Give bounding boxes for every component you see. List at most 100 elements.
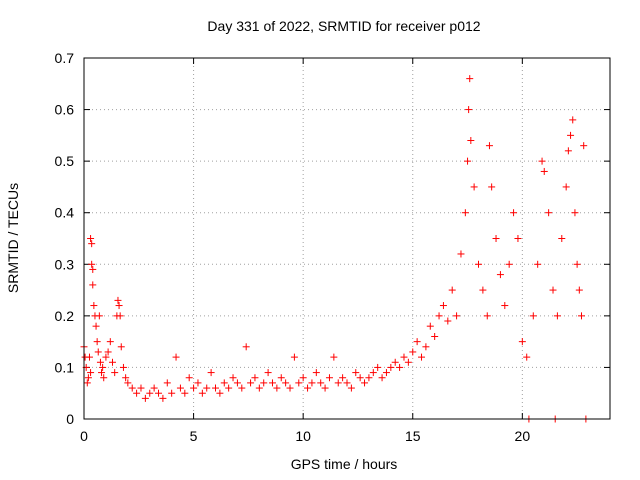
data-point (488, 183, 496, 191)
data-point (352, 369, 360, 377)
data-point (308, 379, 316, 387)
data-point (207, 369, 215, 377)
grid (84, 58, 610, 419)
data-point (190, 384, 198, 392)
data-point (99, 363, 107, 371)
data-point (573, 260, 581, 268)
data-point (94, 348, 102, 356)
x-axis-label: GPS time / hours (291, 456, 398, 472)
data-point (464, 157, 472, 165)
data-point (277, 374, 285, 382)
data-point (439, 302, 447, 310)
data-point (146, 389, 154, 397)
data-point (431, 332, 439, 340)
data-point (467, 137, 475, 145)
data-point (391, 358, 399, 366)
data-point (470, 183, 478, 191)
data-point (492, 235, 500, 242)
y-tick-label: 0.2 (55, 308, 75, 324)
x-tick-label: 20 (515, 428, 531, 444)
data-point (479, 286, 487, 294)
data-point (426, 322, 434, 330)
data-point (534, 260, 542, 268)
data-point (409, 348, 417, 356)
data-point (185, 374, 193, 382)
data-point (233, 379, 241, 387)
data-point (203, 384, 211, 392)
y-tick-label: 0.6 (55, 102, 75, 118)
data-point (114, 296, 122, 304)
data-point (422, 343, 430, 351)
data-point (87, 369, 95, 377)
data-point (98, 369, 106, 377)
data-point (334, 379, 342, 387)
data-point (116, 312, 124, 320)
data-point (418, 353, 426, 361)
y-tick-label: 0 (66, 411, 74, 427)
data-point (475, 260, 482, 268)
data-point (155, 389, 163, 397)
data-point (247, 379, 255, 387)
data-point (141, 394, 149, 402)
data-point (181, 389, 189, 397)
y-tick-label: 0.3 (55, 256, 75, 272)
data-point (485, 142, 493, 150)
data-point (413, 338, 421, 346)
data-point (404, 358, 412, 366)
data-point (220, 379, 228, 387)
data-point (400, 353, 408, 361)
data-point (85, 353, 93, 361)
data-point (564, 147, 572, 155)
data-point (317, 379, 325, 387)
data-point (304, 384, 312, 392)
data-point (510, 209, 518, 217)
data-point (133, 389, 141, 397)
data-point (382, 369, 390, 377)
data-point (137, 384, 145, 392)
data-point (238, 384, 246, 392)
data-point (514, 235, 522, 242)
data-point (108, 358, 116, 366)
data-point (119, 363, 127, 371)
data-point (330, 353, 338, 361)
x-tick-label: 15 (405, 428, 421, 444)
data-point (369, 369, 377, 377)
y-tick-label: 0.5 (55, 153, 75, 169)
plot-frame (83, 57, 611, 420)
data-point (194, 379, 202, 387)
data-point (374, 363, 382, 371)
data-point (540, 167, 548, 175)
data-point (115, 302, 123, 310)
data-point (356, 374, 364, 382)
data-point (466, 75, 474, 83)
data-point (523, 353, 531, 361)
data-point (321, 384, 329, 392)
data-point (172, 353, 180, 361)
data-point (549, 286, 557, 294)
data-point (290, 353, 298, 361)
y-tick-label: 0.7 (55, 50, 75, 66)
data-point (299, 374, 307, 382)
x-tick-label: 0 (80, 428, 88, 444)
data-point (111, 369, 119, 377)
data-point (264, 369, 272, 377)
data-point (106, 338, 114, 346)
data-point (529, 312, 537, 320)
data-point (282, 379, 290, 387)
data-point (312, 369, 320, 377)
data-point (96, 358, 104, 366)
data-point (255, 384, 263, 392)
data-point (89, 281, 97, 289)
data-point (496, 271, 504, 279)
data-point (251, 374, 259, 382)
data-point (518, 338, 526, 346)
x-tick-label: 10 (295, 428, 311, 444)
data-point (89, 265, 97, 273)
data-point (453, 312, 461, 320)
data-point (102, 353, 110, 361)
data-point (87, 235, 95, 242)
data-point (84, 374, 92, 382)
data-point (198, 389, 206, 397)
data-point (545, 209, 553, 217)
